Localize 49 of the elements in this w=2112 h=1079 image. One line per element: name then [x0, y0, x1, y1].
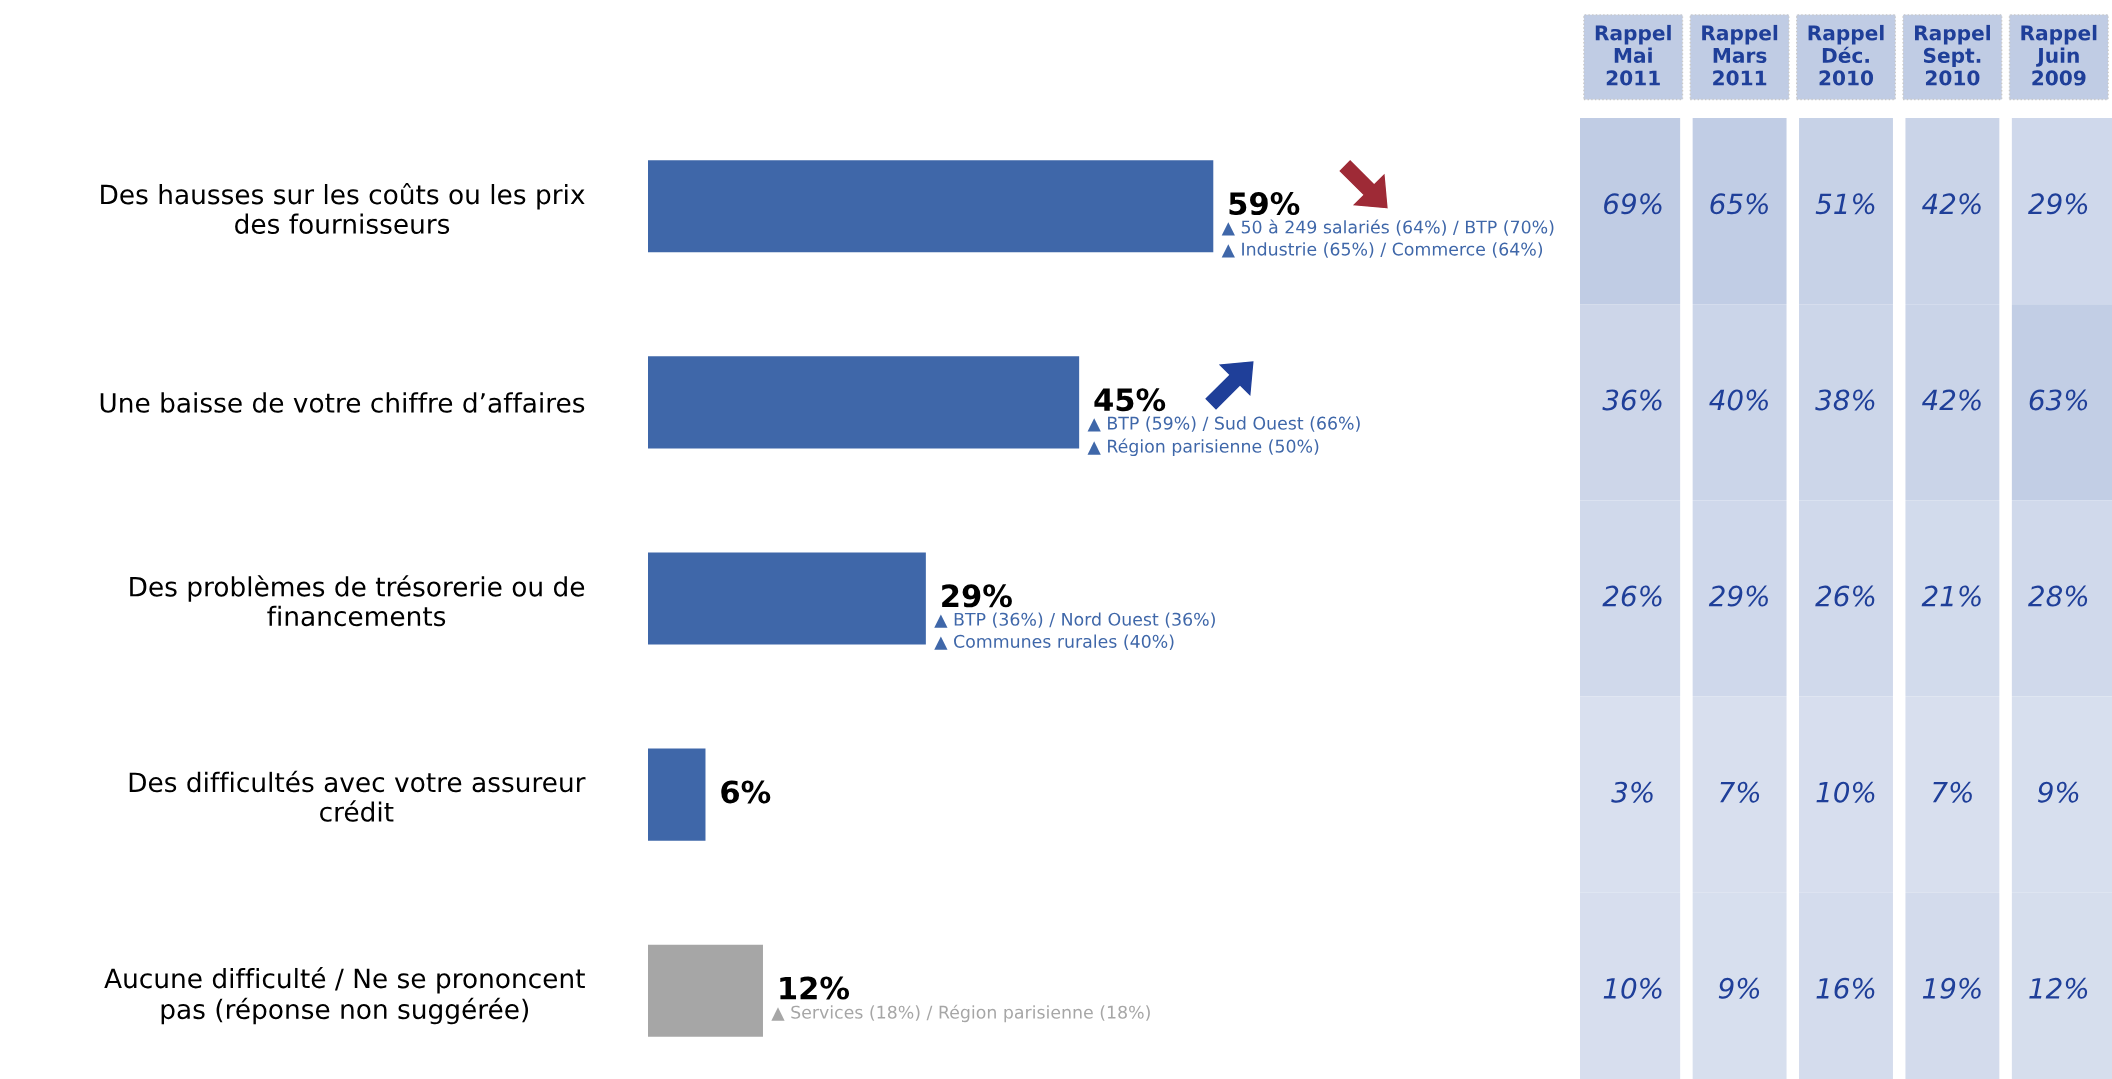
annotation: ▲ 50 à 249 salariés (64%) / BTP (70%) ▲ Industrie (65%) / Commerce (64%)	[1221, 219, 1554, 258]
data-label: 9%	[2037, 781, 2079, 803]
data-label: 65%	[1710, 193, 1768, 215]
bar	[648, 356, 1080, 449]
data-label: 40%	[1709, 389, 1768, 411]
annotation: ▲ BTP (36%) / Nord Ouest (36%) ▲ Communes rurales (40%)	[934, 612, 1215, 650]
y-tick-label: Des difficultés avec votre assureur crédit	[129, 770, 586, 822]
data-label: 29%	[942, 584, 1012, 608]
data-label: 42%	[1922, 193, 1981, 215]
data-label: 7%	[1720, 781, 1760, 803]
data-label: 19%	[1922, 977, 1981, 999]
x-tick-label: Rappel Mai 2011	[1595, 24, 1671, 86]
x-tick-label: Rappel Juin 2009	[2021, 24, 2097, 86]
data-label: 38%	[1815, 389, 1875, 411]
data-label: 28%	[2028, 585, 2088, 607]
data-label: 7%	[1932, 781, 1972, 803]
bar	[648, 552, 926, 645]
data-label: 3%	[1611, 781, 1653, 803]
bar	[648, 748, 706, 841]
data-label: 16%	[1816, 977, 1875, 999]
bar	[648, 944, 763, 1037]
data-label: 10%	[1816, 781, 1875, 803]
x-tick-label: Rappel Déc. 2010	[1808, 24, 1884, 86]
data-label: 29%	[1708, 585, 1768, 607]
data-label: 10%	[1603, 977, 1662, 999]
bar	[648, 160, 1214, 253]
data-label: 29%	[2028, 193, 2088, 215]
data-label: 59%	[1229, 192, 1300, 216]
y-tick-label: Des hausses sur les coûts ou les prix des fournisseurs	[101, 182, 585, 234]
y-tick-label: Une baisse de votre chiffre d’affaires	[100, 392, 585, 413]
data-label: 51%	[1815, 193, 1875, 215]
y-tick-label: Aucune difficulté / Ne se prononcent pas (réponse non suggérée)	[104, 966, 585, 1025]
data-label: 26%	[1815, 585, 1875, 607]
x-tick-label: Rappel Mars 2011	[1702, 24, 1778, 86]
y-tick-label: Des problèmes de trésorerie ou de financements	[130, 575, 585, 627]
data-label: 69%	[1604, 193, 1662, 215]
data-label: 63%	[2029, 389, 2088, 411]
data-label: 9%	[1718, 977, 1760, 999]
data-label: 45%	[1094, 388, 1166, 412]
data-label: 12%	[2029, 977, 2088, 999]
data-label: 6%	[721, 780, 771, 804]
data-label: 26%	[1602, 585, 1662, 607]
data-label: 36%	[1602, 389, 1662, 411]
x-tick-label: Rappel Sept. 2010	[1915, 24, 1990, 86]
annotation: ▲ Services (18%) / Région parisienne (18%)	[771, 1004, 1150, 1023]
data-label: 21%	[1921, 585, 1981, 607]
data-label: 12%	[780, 976, 850, 1000]
data-label: 42%	[1922, 389, 1981, 411]
annotation: ▲ BTP (59%) / Sud Ouest (66%) ▲ Région parisienne (50%)	[1087, 416, 1360, 457]
